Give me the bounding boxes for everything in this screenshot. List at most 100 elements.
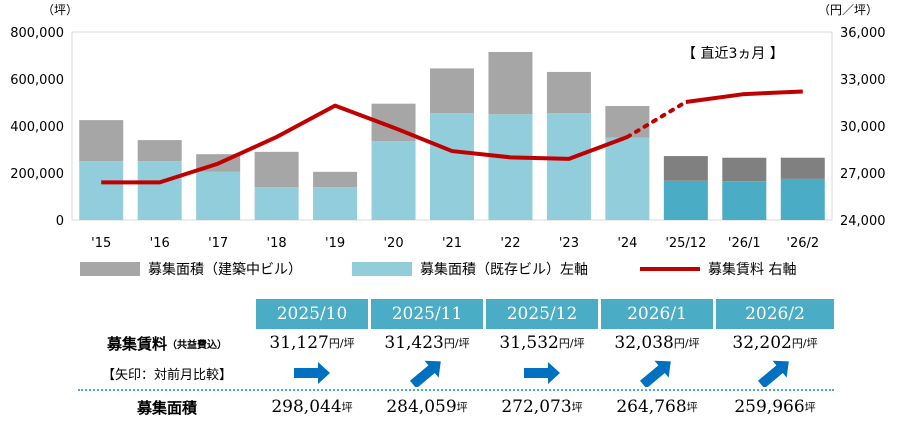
bar-building [663, 156, 708, 181]
right-axis-tick: 27,000 [840, 167, 886, 182]
legend-label-rent: 募集賃料 右軸 [708, 262, 797, 278]
x-axis-tick: '22 [500, 236, 520, 251]
bar-building [605, 106, 650, 138]
area-value: 298,044 [271, 397, 342, 417]
bar-building [546, 71, 591, 114]
x-axis-tick: '25/12 [665, 236, 706, 251]
area-unit: 坪 [686, 401, 698, 414]
x-axis-tick: '16 [150, 236, 170, 251]
area-value: 259,966 [734, 397, 805, 417]
bar-building [430, 68, 474, 114]
bar-existing [254, 187, 299, 220]
legend-item-building: 募集面積（建築中ビル） [80, 259, 302, 279]
legend-label-existing: 募集面積（既存ビル）左軸 [420, 262, 588, 278]
bar-building [79, 120, 124, 162]
recent-annotation: 【 直近3ヵ月 】 [682, 45, 784, 62]
area-value-cell: 298,044 坪 [256, 393, 368, 421]
bar-existing [137, 161, 182, 220]
x-axis-tick: '18 [267, 236, 287, 251]
bar-existing [79, 161, 124, 220]
chart-area: 0 200,000 400,000 600,000 800,000 24,000 27,0… [10, 3, 886, 251]
bar-building [137, 140, 182, 162]
rent-line-dotted [625, 99, 688, 139]
area-unit: 坪 [804, 401, 816, 414]
rent-value-cell: 32,202 円/坪 [716, 329, 834, 357]
right-axis-tick: 24,000 [840, 214, 886, 229]
rent-value-cell: 31,423 円/坪 [371, 329, 483, 357]
rent-value-cell: 31,532 円/坪 [486, 329, 598, 357]
rent-unit: 円/坪 [328, 337, 355, 350]
right-axis-unit: （円／坪） [818, 3, 878, 17]
area-value-cell: 264,768 坪 [601, 393, 713, 421]
arrow-row-label: 【矢印：対前月比較】 [101, 367, 232, 383]
rent-value: 31,532 [499, 333, 559, 353]
right-axis-tick: 33,000 [840, 73, 886, 88]
bar-existing [780, 178, 825, 220]
arrow-right-icon [294, 362, 330, 384]
bar-existing [546, 113, 591, 220]
left-axis-tick: 400,000 [10, 120, 64, 135]
bar-existing [430, 113, 474, 220]
area-value-cell: 259,966 坪 [716, 393, 834, 421]
area-unit: 坪 [571, 401, 583, 414]
x-axis-tick: '26/1 [728, 236, 761, 251]
bar-building [488, 51, 533, 115]
x-axis-tick: '24 [617, 236, 637, 251]
rent-label: 募集賃料 [106, 334, 167, 353]
month-header: 2025/11 [371, 299, 483, 329]
bar-existing [313, 187, 358, 220]
legend: 募集面積（建築中ビル） 募集面積（既存ビル）左軸 募集賃料 右軸 [0, 259, 900, 283]
area-value: 284,059 [386, 397, 457, 417]
legend-item-rent: 募集賃料 右軸 [640, 259, 796, 279]
rent-value: 31,127 [269, 333, 329, 353]
legend-swatch-existing [352, 262, 412, 276]
bar-existing [663, 180, 708, 220]
area-unit: 坪 [341, 401, 353, 414]
arrow-right-icon [524, 362, 560, 384]
rent-value-cell: 31,127 円/坪 [256, 329, 368, 357]
left-axis-tick: 600,000 [10, 73, 64, 88]
rent-unit: 円/坪 [443, 337, 470, 350]
bar-existing [722, 181, 767, 220]
arrow-up-right-icon [757, 360, 789, 387]
rent-label-note: （共益費込） [167, 339, 227, 351]
area-value-cell: 284,059 坪 [371, 393, 483, 421]
left-axis-unit: （坪） [42, 3, 78, 17]
legend-item-existing: 募集面積（既存ビル）左軸 [352, 259, 588, 279]
left-axis-tick: 0 [56, 214, 64, 229]
summary-table: 2025/10 2025/11 2025/12 2026/1 2026/2 募集… [78, 299, 834, 424]
rent-row-label: 募集賃料 （共益費込） [78, 329, 256, 357]
rent-value: 32,038 [614, 333, 674, 353]
month-header: 2026/1 [601, 299, 713, 329]
month-header: 2025/10 [256, 299, 368, 329]
rent-value: 31,423 [384, 333, 444, 353]
rent-value-cell: 32,038 円/坪 [601, 329, 713, 357]
month-header: 2026/2 [716, 299, 834, 329]
right-axis-tick: 36,000 [840, 26, 886, 41]
month-header: 2025/12 [486, 299, 598, 329]
rent-line-recent [685, 89, 803, 104]
bar-existing [371, 141, 416, 220]
area-value: 264,768 [616, 397, 687, 417]
bar-building [254, 151, 299, 188]
rent-value: 32,202 [732, 333, 792, 353]
arrow-up-right-icon [639, 360, 671, 387]
x-axis-tick: '21 [442, 236, 462, 251]
x-axis-tick: '17 [208, 236, 228, 251]
area-unit: 坪 [456, 401, 468, 414]
x-axis-tick: '23 [559, 236, 579, 251]
bar-existing [605, 137, 650, 220]
x-axis-tick: '26/2 [786, 236, 819, 251]
legend-swatch-building [80, 262, 140, 276]
area-row-label: 募集面積 [136, 398, 197, 417]
bar-building [313, 171, 358, 188]
rent-unit: 円/坪 [558, 337, 585, 350]
left-axis-tick: 800,000 [10, 26, 64, 41]
area-value: 272,073 [501, 397, 572, 417]
arrow-up-right-icon [409, 360, 441, 387]
table-divider [78, 389, 834, 391]
rent-line-series [101, 103, 629, 185]
rent-unit: 円/坪 [673, 337, 700, 350]
bar-existing [196, 171, 241, 220]
right-axis-tick: 30,000 [840, 120, 886, 135]
